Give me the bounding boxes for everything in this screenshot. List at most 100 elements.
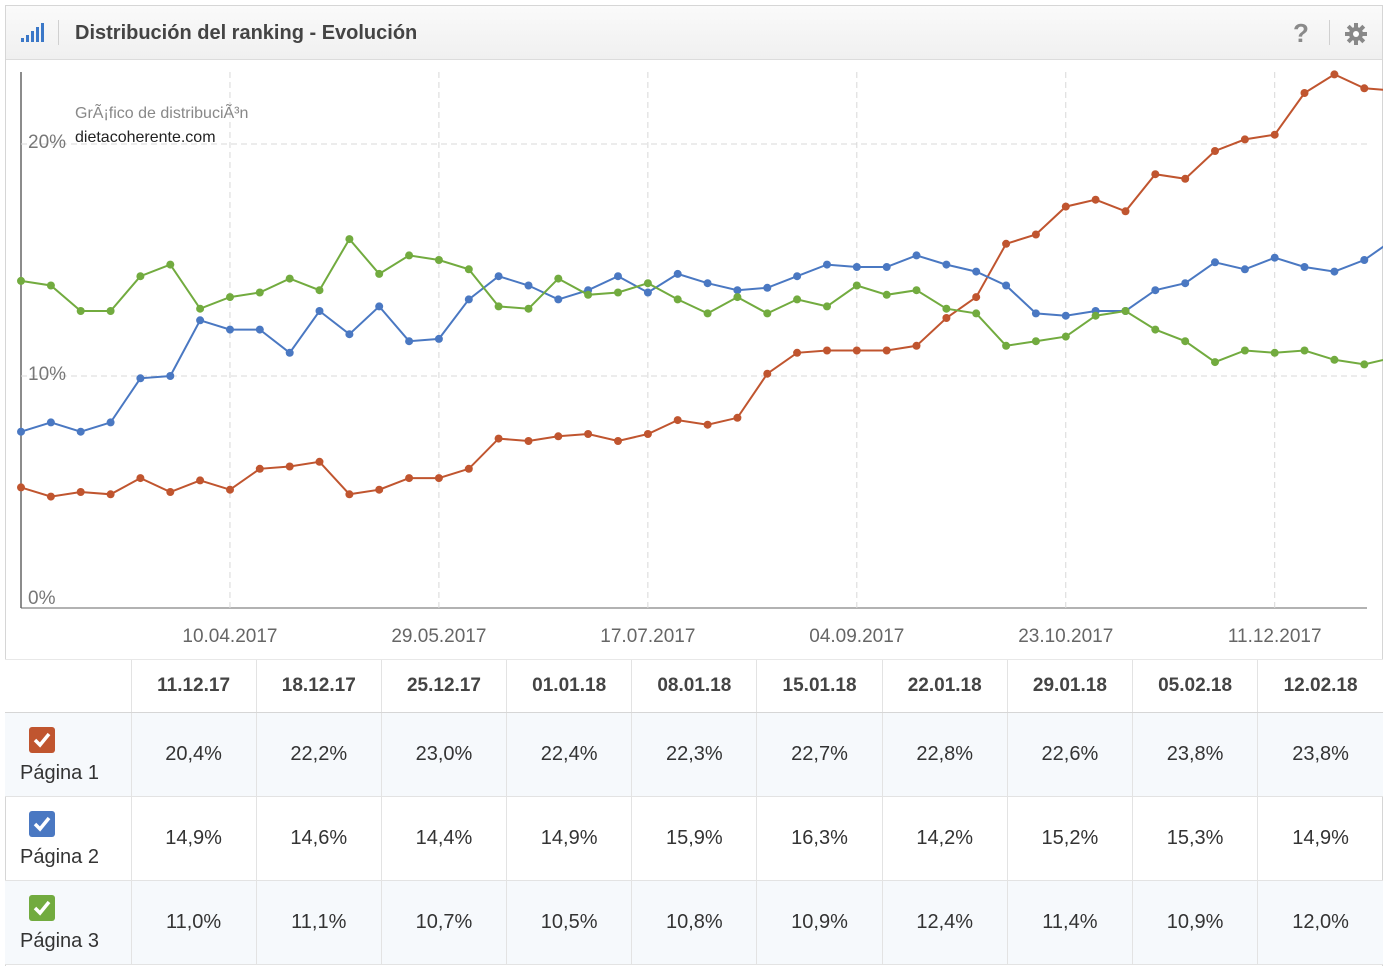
pagina-3-checkbox[interactable] — [29, 895, 55, 921]
data-point[interactable] — [76, 427, 85, 436]
data-point[interactable] — [733, 286, 742, 295]
data-point[interactable] — [524, 304, 533, 313]
data-point[interactable] — [46, 492, 55, 501]
data-point[interactable] — [315, 457, 324, 466]
data-point[interactable] — [912, 286, 921, 295]
data-point[interactable] — [1031, 309, 1040, 318]
data-point[interactable] — [1330, 267, 1339, 276]
data-point[interactable] — [345, 330, 354, 339]
data-point[interactable] — [614, 437, 622, 445]
data-point[interactable] — [972, 267, 981, 276]
pagina-2-checkbox[interactable] — [29, 811, 55, 837]
data-point[interactable] — [942, 260, 951, 269]
pagina-1-checkbox[interactable] — [29, 727, 55, 753]
data-point[interactable] — [1270, 253, 1279, 262]
data-point[interactable] — [1151, 170, 1160, 179]
data-point[interactable] — [882, 290, 891, 299]
data-point[interactable] — [703, 420, 712, 429]
data-point[interactable] — [912, 251, 921, 260]
data-point[interactable] — [614, 288, 622, 297]
data-point[interactable] — [1002, 239, 1011, 248]
data-point[interactable] — [614, 272, 622, 281]
data-point[interactable] — [1360, 84, 1369, 93]
data-point[interactable] — [226, 293, 234, 302]
data-point[interactable] — [1061, 332, 1070, 341]
data-point[interactable] — [852, 281, 861, 290]
data-point[interactable] — [703, 279, 712, 288]
data-point[interactable] — [345, 490, 354, 499]
data-point[interactable] — [136, 272, 145, 281]
data-point[interactable] — [345, 235, 354, 244]
data-point[interactable] — [763, 283, 772, 292]
data-point[interactable] — [643, 279, 652, 288]
data-point[interactable] — [1151, 325, 1160, 334]
data-point[interactable] — [972, 293, 981, 302]
data-point[interactable] — [673, 269, 682, 278]
data-point[interactable] — [196, 316, 205, 325]
data-point[interactable] — [584, 430, 593, 438]
data-point[interactable] — [464, 295, 473, 304]
data-point[interactable] — [285, 274, 294, 283]
data-point[interactable] — [1121, 307, 1130, 315]
data-point[interactable] — [494, 434, 503, 443]
data-point[interactable] — [554, 295, 563, 304]
data-point[interactable] — [793, 272, 802, 281]
data-point[interactable] — [673, 416, 682, 425]
data-point[interactable] — [46, 281, 55, 290]
data-point[interactable] — [823, 260, 831, 269]
data-point[interactable] — [405, 251, 414, 260]
data-point[interactable] — [196, 476, 205, 485]
data-point[interactable] — [76, 488, 85, 496]
data-point[interactable] — [1211, 147, 1219, 155]
data-point[interactable] — [1360, 360, 1369, 369]
data-point[interactable] — [823, 346, 831, 355]
data-point[interactable] — [46, 418, 55, 427]
data-point[interactable] — [285, 462, 294, 471]
data-point[interactable] — [315, 286, 324, 295]
data-point[interactable] — [405, 337, 414, 346]
data-point[interactable] — [823, 302, 831, 311]
data-point[interactable] — [1330, 355, 1339, 364]
data-point[interactable] — [255, 325, 264, 334]
data-point[interactable] — [375, 485, 384, 494]
data-point[interactable] — [942, 304, 951, 313]
data-point[interactable] — [1270, 348, 1279, 357]
data-point[interactable] — [255, 288, 264, 297]
data-point[interactable] — [17, 483, 25, 492]
data-point[interactable] — [793, 348, 802, 357]
data-point[interactable] — [1061, 311, 1070, 320]
data-point[interactable] — [1121, 207, 1130, 216]
data-point[interactable] — [1211, 258, 1219, 267]
data-point[interactable] — [554, 274, 563, 283]
data-point[interactable] — [226, 325, 234, 334]
data-point[interactable] — [434, 334, 443, 343]
data-point[interactable] — [1181, 337, 1190, 346]
data-point[interactable] — [912, 341, 921, 350]
data-point[interactable] — [76, 307, 85, 315]
data-point[interactable] — [434, 474, 443, 483]
data-point[interactable] — [1360, 256, 1369, 264]
data-point[interactable] — [554, 432, 563, 441]
data-point[interactable] — [434, 256, 443, 264]
data-point[interactable] — [464, 265, 473, 274]
data-point[interactable] — [1240, 135, 1249, 144]
data-point[interactable] — [17, 276, 25, 285]
data-point[interactable] — [524, 281, 533, 290]
data-point[interactable] — [882, 346, 891, 355]
data-point[interactable] — [494, 302, 503, 311]
data-point[interactable] — [972, 309, 981, 318]
data-point[interactable] — [1002, 281, 1011, 290]
data-point[interactable] — [733, 293, 742, 302]
data-point[interactable] — [166, 488, 175, 496]
data-point[interactable] — [136, 474, 145, 483]
data-point[interactable] — [1300, 263, 1309, 271]
data-point[interactable] — [1181, 174, 1190, 183]
data-point[interactable] — [166, 372, 175, 380]
data-point[interactable] — [1300, 346, 1309, 355]
data-point[interactable] — [763, 369, 772, 378]
data-point[interactable] — [643, 430, 652, 438]
data-point[interactable] — [524, 437, 533, 445]
data-point[interactable] — [285, 348, 294, 357]
data-point[interactable] — [1031, 230, 1040, 239]
data-point[interactable] — [255, 464, 264, 473]
